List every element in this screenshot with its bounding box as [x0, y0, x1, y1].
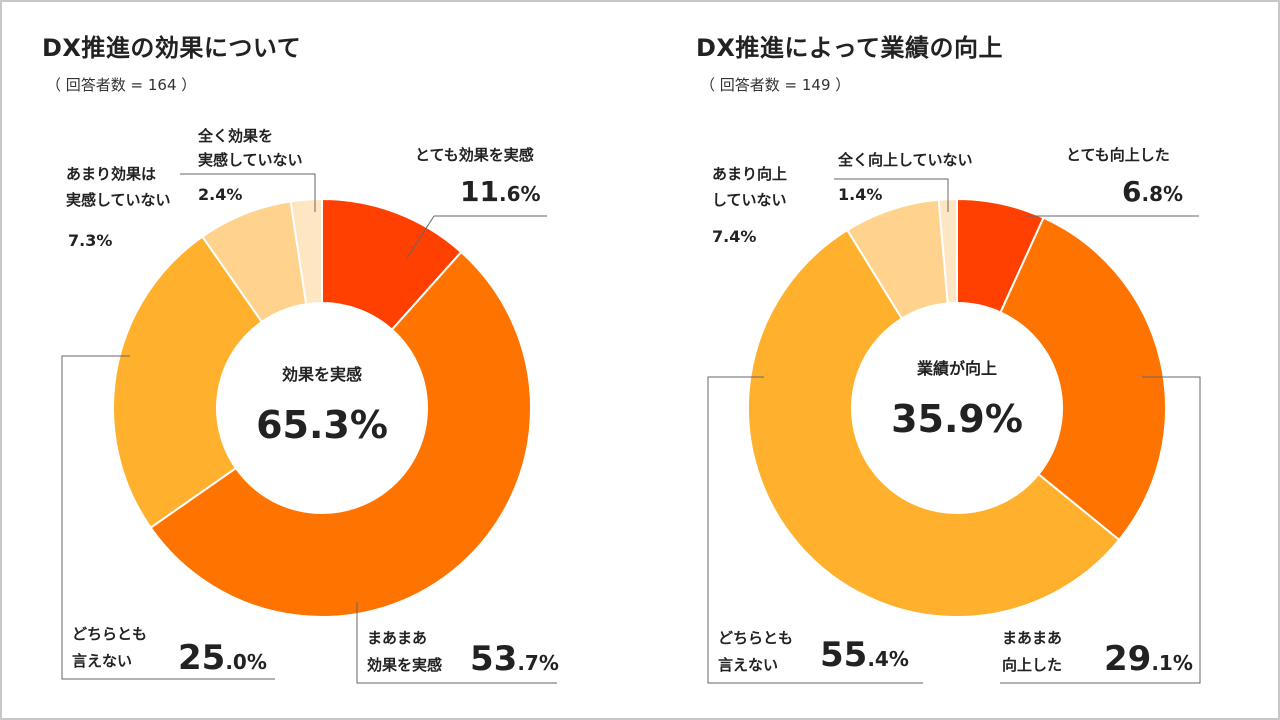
slice-label-not-at-all: 全く向上していない [837, 151, 973, 169]
slice-value-very: 6.8% [1122, 175, 1183, 208]
slice-label-somewhat: まあまあ [367, 629, 427, 647]
leader-line-neither [61, 355, 275, 680]
slice-value-not-at-all: 2.4% [198, 185, 242, 204]
slice-value-neither: 55.4% [820, 635, 909, 675]
donut-slice-somewhat [149, 250, 532, 618]
center-value: 65.3% [256, 403, 388, 447]
slice-value-neither: 25.0% [178, 638, 267, 678]
slice-label-neither-2: 言えない [72, 652, 132, 670]
slice-label-neither: どちらとも [718, 629, 793, 647]
slice-value-not-really: 7.4% [712, 227, 756, 246]
chart-title: DX推進の効果について [42, 34, 302, 62]
slice-label-very: とても効果を実感 [415, 146, 534, 164]
leader-line-somewhat [356, 602, 557, 684]
donut-slice-somewhat [999, 216, 1167, 542]
donut-chart-performance: とても向上した 6.8% まあまあ 向上した 29.1% どちらとも 言えない … [707, 146, 1201, 684]
donut-chart-effect: とても効果を実感 11.6% まあまあ 効果を実感 53.7% どちらとも 言え… [61, 127, 559, 684]
slice-label-not-really-2: 実感していない [66, 191, 171, 209]
center-value: 35.9% [891, 397, 1023, 441]
slice-label-somewhat: まあまあ [1002, 629, 1062, 647]
chart-panel-effect: DX推進の効果について （ 回答者数 = 164 ） とても効果を実感 11.6… [2, 2, 642, 718]
slice-label-very: とても向上した [1066, 146, 1170, 164]
donut-slice-not-at_all [937, 197, 958, 305]
center-label: 効果を実感 [282, 365, 362, 384]
slice-label-not-at-all-2: 実感していない [198, 151, 303, 169]
slice-label-neither: どちらとも [72, 625, 147, 643]
slice-label-not-really-2: していない [712, 191, 787, 209]
donut-slice-neither [747, 228, 1121, 618]
slice-value-not-really: 7.3% [68, 231, 112, 250]
leader-line-neither [707, 376, 923, 684]
leader-line-somewhat [1000, 376, 1201, 684]
center-label: 業績が向上 [916, 359, 997, 378]
slice-label-somewhat-2: 効果を実感 [367, 656, 442, 674]
leader-line-not-at-all [180, 173, 316, 212]
slice-value-not-at-all: 1.4% [838, 185, 882, 204]
slice-label-somewhat-2: 向上した [1002, 656, 1062, 674]
slice-value-somewhat: 53.7% [470, 639, 559, 679]
slice-value-somewhat: 29.1% [1104, 639, 1193, 679]
chart-panel-performance: DX推進によって業績の向上 （ 回答者数 = 149 ） とても向上した 6.8… [642, 2, 1280, 718]
slice-label-not-really: あまり向上 [712, 165, 787, 183]
leader-line-not-at-all [834, 178, 949, 212]
respondent-count: （ 回答者数 = 164 ） [46, 76, 197, 94]
chart-title: DX推進によって業績の向上 [696, 34, 1004, 62]
slice-label-not-at-all: 全く効果を [197, 127, 273, 145]
respondent-count: （ 回答者数 = 149 ） [700, 76, 851, 94]
leader-line-very [406, 215, 547, 259]
slice-label-not-really: あまり効果は [66, 165, 156, 183]
slice-value-very: 11.6% [460, 175, 541, 208]
donut-slice-not-at_all [289, 197, 323, 306]
slice-label-neither-2: 言えない [718, 656, 778, 674]
donut-slice-neither [112, 235, 264, 530]
